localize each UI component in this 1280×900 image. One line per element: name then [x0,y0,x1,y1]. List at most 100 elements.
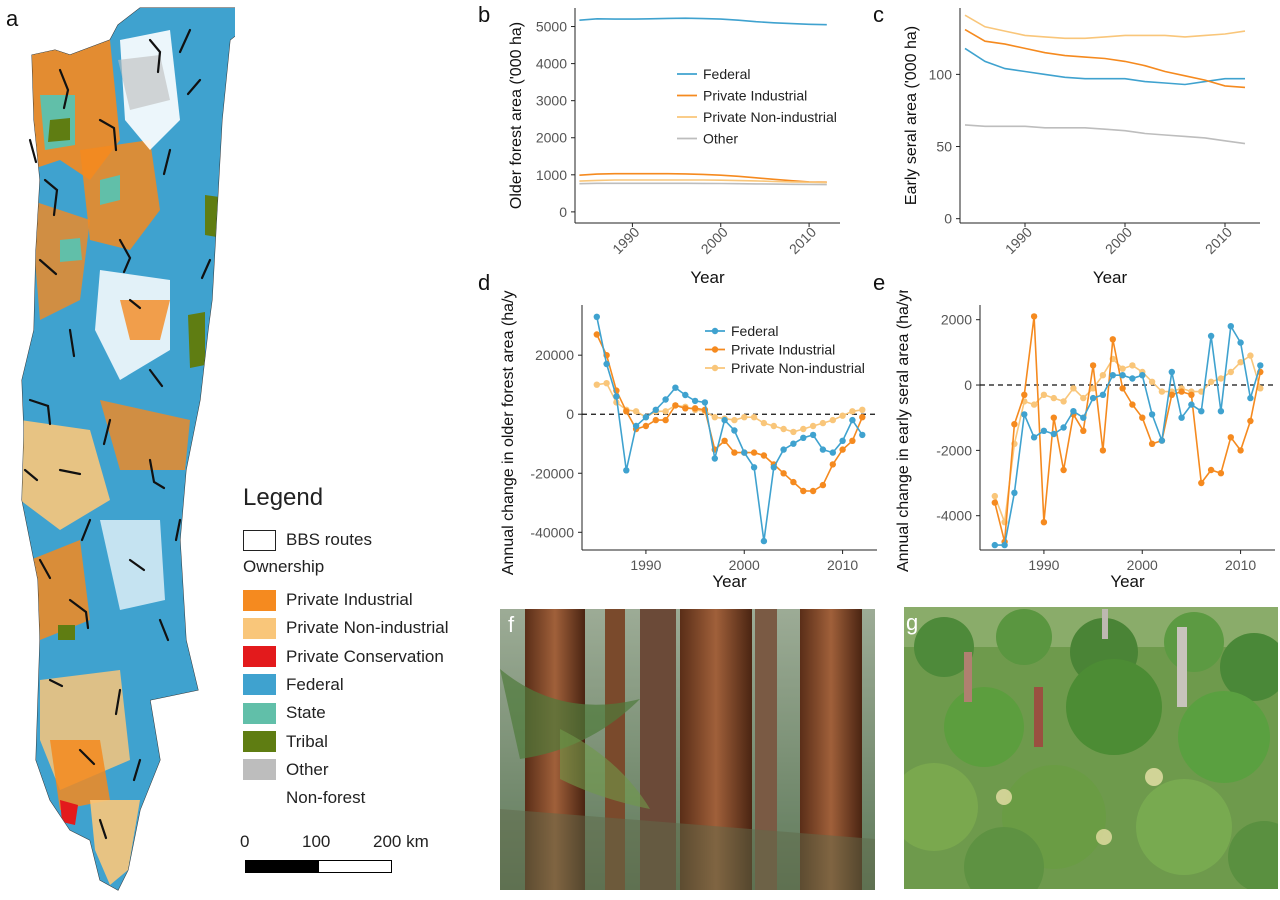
data-point [1207,332,1215,340]
data-point [1080,394,1087,402]
data-point [1178,414,1185,421]
routes-label: BBS routes [286,530,372,549]
older-forest-illustration [500,609,875,890]
data-point [701,399,709,406]
data-point [790,478,797,486]
data-point [691,397,699,405]
panel-letter-b: b [478,2,491,27]
data-point [593,331,600,338]
series-line [994,323,1262,546]
data-point [1237,447,1244,454]
data-point [1207,466,1215,474]
series-line [579,17,827,26]
legend-swatch [243,674,276,696]
series-line [964,14,1246,40]
data-point [652,406,659,413]
x-tick-label: 2010 [786,224,819,257]
data-point [623,467,630,474]
data-point [1040,519,1048,526]
legend-swatch [243,787,276,809]
data-point [750,464,758,471]
data-point [849,437,856,444]
legend-entry: Private Non-industrial [703,109,837,125]
data-point [1148,440,1156,447]
y-axis-label: Annual change in early seral area (ha/yr… [895,290,912,572]
data-point [1158,437,1166,444]
series-line [964,47,1245,86]
data-point [1257,385,1264,392]
legend-item: Private Conservation [243,646,444,668]
panel-letter-c: c [873,2,884,27]
data-point [819,446,827,453]
data-point [1030,434,1038,441]
data-point [760,452,768,459]
data-point [711,414,718,421]
data-point [682,391,689,399]
data-point [731,416,738,424]
chart-change-older-forest: -40000 -20000 0 20000 1990 2000 2010 Year Annual… [500,290,877,591]
data-point [1227,323,1234,330]
data-point [1168,368,1175,376]
legend-entry: Private Industrial [731,342,835,358]
x-tick-label: 1990 [609,224,642,257]
scalebar-white [318,860,392,873]
data-point [1060,424,1067,431]
data-point [859,431,866,439]
y-axis-label: Early seral area ('000 ha) [903,26,920,205]
data-point [770,422,777,430]
legend-item: Other [243,759,329,781]
data-point [991,499,998,506]
chart-change-early-seral: -4000 -2000 0 2000 1990 2000 2010 Year Annual ch… [895,290,1275,591]
data-point [1099,372,1107,379]
data-point [603,360,610,368]
data-point [1099,447,1107,454]
y-tick-label: 0 [944,211,952,227]
data-point [1119,385,1126,392]
y-tick-label: 5000 [536,19,567,35]
data-point [1021,411,1028,418]
data-point [1237,339,1244,346]
data-point [1217,408,1225,415]
y-tick-label: 0 [566,406,574,422]
legend-swatch [243,759,276,781]
y-tick-label: 2000 [536,130,567,146]
data-point [1139,414,1146,421]
data-point [721,416,728,424]
series-line [994,316,1262,542]
data-point [1129,362,1136,369]
legend-entry: Federal [703,66,750,82]
x-tick-label: 2000 [1127,557,1158,573]
data-point [790,428,797,436]
legend-item: Private Industrial [243,589,413,611]
y-tick-label: 0 [964,377,972,393]
data-point [1148,411,1156,418]
x-tick-label: 2010 [1225,557,1256,573]
y-tick-label: 1000 [536,167,567,183]
legend-item: Tribal [243,731,328,753]
x-axis-label: Year [712,572,747,591]
legend-swatch [243,731,276,752]
data-point [1158,388,1166,395]
data-point [1227,368,1234,376]
panel-letter-d: d [478,270,491,295]
series-line [579,179,827,184]
routes-swatch [243,529,276,551]
scalebar-black [245,860,320,873]
chart-early-seral-area: 0 50 100 1990 2000 2010 Year Early seral area (… [903,8,1260,287]
data-point [991,541,998,549]
series-line [579,182,827,186]
data-point [1050,414,1057,421]
data-point [1080,414,1087,421]
data-point [1129,401,1136,408]
data-point [662,416,669,424]
series-line [964,28,1246,89]
data-point [839,412,846,419]
data-point [859,406,866,413]
data-point [1080,427,1087,434]
data-point [623,408,630,415]
data-point [800,434,807,441]
data-point [1237,359,1244,366]
data-point [1227,434,1234,441]
x-tick-label: 2000 [1102,224,1135,257]
data-point [790,440,797,447]
